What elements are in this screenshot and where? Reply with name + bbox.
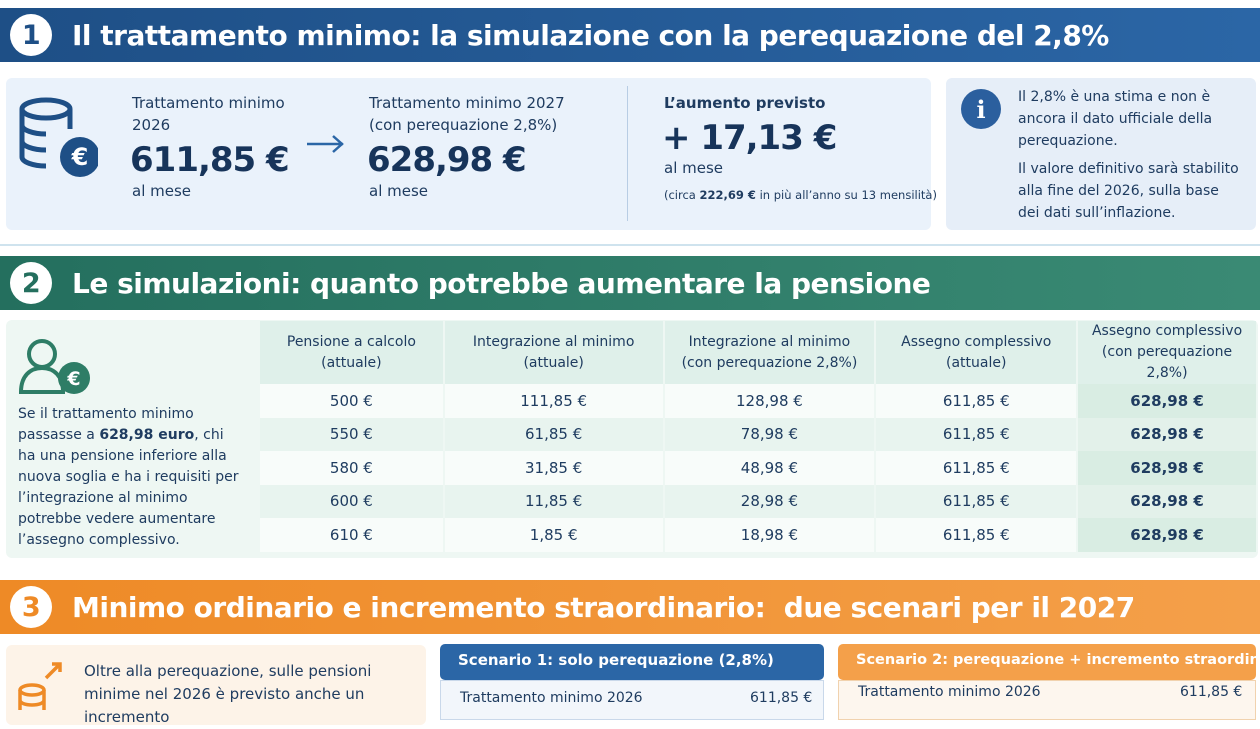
info-p2: Il valore definitivo sarà stabilito alla… (1018, 161, 1239, 221)
header-line: (attuale) (321, 354, 382, 371)
scenario-row-label: Trattamento minimo 2026 (460, 690, 643, 706)
section-1-header: 1 Il trattamento minimo: la simulazione … (0, 8, 1260, 62)
header-line: Pensione a calcolo (286, 333, 416, 350)
scenario-2-header: Scenario 2: perequazione + incremento st… (838, 644, 1260, 680)
table-cell: 500 € (260, 384, 443, 418)
divider (627, 86, 628, 221)
section-title: Le simulazioni: quanto potrebbe aumentar… (72, 266, 931, 300)
person-icon: € (18, 339, 90, 394)
column-header: Assegno complessivo (con perequazione 2,8… (1078, 321, 1256, 384)
next-value: 628,98 € (367, 140, 527, 180)
scenario-1-header: Scenario 1: solo perequazione (2,8%) (440, 644, 824, 680)
section-title: Minimo ordinario e incremento straordina… (72, 590, 1135, 624)
table-cell: 18,98 € (664, 518, 875, 552)
coins-icon: € (19, 97, 98, 177)
current-label: Trattamento minimo 2026 (132, 94, 285, 134)
next-sublabel: (con perequazione 2,8%) (369, 116, 558, 134)
note-bold: 222,69 € (699, 188, 756, 202)
table-cell: 111,85 € (444, 384, 663, 418)
table-cell: 31,85 € (444, 451, 663, 485)
header-line: (attuale) (945, 354, 1007, 371)
table-cell: 600 € (260, 484, 443, 518)
scenario-row-value: 611,85 € (1180, 684, 1243, 700)
side-text: Se il trattamento minimo passasse a 628,… (18, 404, 243, 551)
current-unit: al mese (132, 182, 192, 200)
table-row: 550 €61,85 €78,98 €611,85 €628,98 € (260, 417, 1256, 451)
scenario-row-value: 611,85 € (750, 690, 813, 706)
column-header: Pensione a calcolo (attuale) (260, 321, 443, 384)
table-cell: 1,85 € (444, 518, 663, 552)
table-cell: 580 € (260, 451, 443, 485)
column-header: Integrazione al minimo (con perequazione … (664, 321, 875, 384)
increase-unit: al mese (664, 159, 724, 177)
header-row: Pensione a calcolo (attuale) Integrazione … (260, 321, 1256, 384)
svg-text:€: € (66, 368, 80, 390)
header-line: (attuale) (523, 354, 584, 371)
table-cell: 628,98 € (1078, 484, 1256, 518)
header-line: Integrazione al minimo (472, 333, 635, 350)
intro-text: Oltre alla perequazione, sulle pensioni … (84, 662, 372, 726)
side-text-bold: 628,98 euro (99, 427, 195, 443)
table-cell: 128,98 € (664, 384, 875, 418)
section-title: Il trattamento minimo: la simulazione co… (72, 18, 1109, 52)
header-line: Assegno complessivo (1091, 323, 1243, 339)
table-cell: 628,98 € (1078, 384, 1256, 418)
info-p1: Il 2,8% è una stima e non è ancora il da… (1018, 89, 1213, 149)
table-cell: 611,85 € (876, 518, 1077, 552)
page: 1 Il trattamento minimo: la simulazione … (0, 8, 1260, 726)
table-row: 600 €11,85 €28,98 €611,85 €628,98 € (260, 484, 1256, 518)
header-line: Assegno complessivo (901, 333, 1052, 350)
svg-text:i: i (976, 95, 985, 124)
current-value: 611,85 € (130, 140, 290, 180)
coins-up-icon (18, 662, 62, 710)
table-cell: 611,85 € (876, 484, 1077, 518)
header-line: Integrazione al minimo (688, 333, 851, 350)
table-cell: 610 € (260, 518, 443, 552)
arrow (307, 135, 344, 153)
table-cell: 611,85 € (876, 384, 1077, 418)
table-cell: 48,98 € (664, 451, 875, 485)
increase-value: + 17,13 € (662, 118, 837, 158)
note-text: in più all’anno su 13 mensilità) (759, 188, 937, 202)
next-unit: al mese (369, 182, 429, 200)
summary-card (6, 78, 931, 230)
scenario-row-label: Trattamento minimo 2026 (858, 684, 1041, 700)
info-icon: i (961, 89, 1001, 129)
next-label: Trattamento minimo 2027 (369, 94, 565, 112)
table-cell: 61,85 € (444, 417, 663, 451)
section-3-header: 3 Minimo ordinario e incremento straordi… (0, 580, 1260, 634)
increase-note: (circa 222,69 € in più all’anno su 13 me… (664, 188, 937, 202)
table-row: 580 €31,85 €48,98 €611,85 €628,98 € (260, 451, 1256, 485)
table-cell: 550 € (260, 417, 443, 451)
table-cell: 78,98 € (664, 417, 875, 451)
table-cell: 628,98 € (1078, 451, 1256, 485)
column-header: Assegno complessivo (attuale) (876, 321, 1077, 384)
side-text-part: Se il trattamento minimo passasse a (18, 406, 194, 443)
column-header: Integrazione al minimo (attuale) (444, 321, 663, 384)
increase-label: L’aumento previsto (664, 94, 826, 112)
table-body: 500 €111,85 €128,98 €611,85 €628,98 €550… (260, 384, 1256, 552)
section-number: 3 (10, 586, 52, 628)
section-number: 1 (10, 14, 52, 56)
side-text-part: , chi ha una pensione inferiore alla nuo… (18, 427, 239, 548)
table-row: 610 €1,85 €18,98 €611,85 €628,98 € (260, 518, 1256, 552)
note-text: (circa (664, 188, 696, 202)
header-line: (con perequazione 2,8%) (1101, 344, 1233, 381)
table-cell: 628,98 € (1078, 417, 1256, 451)
table-cell: 611,85 € (876, 417, 1077, 451)
table-cell: 28,98 € (664, 484, 875, 518)
table-cell: 628,98 € (1078, 518, 1256, 552)
simulation-table: Pensione a calcolo (attuale) Integrazione … (258, 321, 1258, 552)
section-2-header: 2 Le simulazioni: quanto potrebbe aument… (0, 256, 1260, 310)
svg-text:€: € (71, 143, 89, 171)
header-line: (con perequazione 2,8%) (681, 354, 858, 371)
table-cell: 11,85 € (444, 484, 663, 518)
section-number: 2 (10, 262, 52, 304)
table-row: 500 €111,85 €128,98 €611,85 €628,98 € (260, 384, 1256, 418)
table-cell: 611,85 € (876, 451, 1077, 485)
rule (0, 244, 1260, 246)
